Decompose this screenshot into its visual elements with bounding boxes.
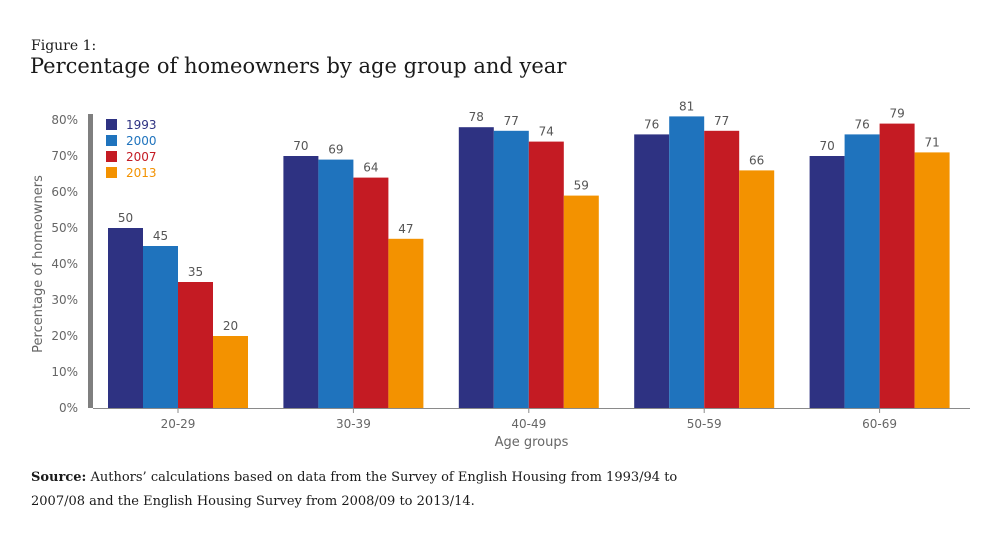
x-axis-title: Age groups [495,435,569,450]
y-tick-label: 30% [51,293,78,307]
source-note: Source: Authors’ calculations based on d… [31,466,731,514]
y-tick-label: 40% [51,257,78,271]
x-tick-label: 40-49 [511,417,546,431]
data-label: 59 [574,179,589,193]
bar [634,134,670,408]
bar-chart: 0% 10% 20% 30% 40% 50% 60% 70% 80% Percentage of … [31,99,970,450]
bar [143,246,178,408]
bar [739,170,775,408]
data-label: 76 [854,117,869,131]
source-text-line1: Authors’ calculations based on data from… [86,470,678,485]
bar [879,123,915,408]
legend-swatch [106,119,117,130]
bar [318,159,354,408]
bar [283,156,319,408]
data-label: 50 [118,211,133,225]
data-label: 20 [223,319,238,333]
y-tick-label: 70% [51,149,78,163]
bar [353,177,389,408]
x-tick-label: 30-39 [336,417,371,431]
legend-swatch [106,151,117,162]
bar [213,336,248,408]
y-axis-line [88,114,93,408]
data-label: 79 [889,107,904,121]
x-tick-label: 50-59 [687,417,722,431]
y-tick-label: 20% [51,329,78,343]
bar [914,152,950,408]
data-label: 66 [749,153,764,167]
data-label: 47 [398,222,413,236]
legend-label: 2013 [126,166,157,180]
bar [669,116,705,409]
bar [108,228,143,408]
data-label: 76 [644,117,659,131]
bar [844,134,880,408]
bar [178,282,213,408]
y-axis-title: Percentage of homeowners [31,175,46,353]
data-label: 35 [188,265,203,279]
data-label: 77 [504,114,519,128]
source-text-line2: 2007/08 and the English Housing Survey f… [31,494,475,509]
data-label: 64 [363,161,378,175]
y-tick-label: 80% [51,113,78,127]
bar [563,195,599,408]
data-label: 70 [293,139,308,153]
bar [704,130,740,409]
data-label: 69 [328,143,343,157]
bar [458,127,494,408]
y-tick-label: 10% [51,365,78,379]
bar [493,130,529,409]
figure-label: Figure 1: [31,38,97,54]
bar [388,238,424,408]
source-label: Source: [31,470,87,485]
y-tick-label: 50% [51,221,78,235]
x-tick-label: 60-69 [862,417,897,431]
data-label: 45 [153,229,168,243]
legend-swatch [106,167,117,178]
data-label: 71 [924,135,939,149]
data-label: 78 [469,110,484,124]
y-tick-label: 60% [51,185,78,199]
data-label: 81 [679,99,694,113]
data-label: 74 [539,125,554,139]
data-label: 77 [714,114,729,128]
legend-label: 1993 [126,118,157,132]
bar [809,156,845,408]
data-label: 70 [819,139,834,153]
x-tick-label: 20-29 [161,417,196,431]
chart-title: Percentage of homeowners by age group an… [30,54,567,78]
legend-label: 2007 [126,150,157,164]
legend-label: 2000 [126,134,157,148]
legend-swatch [106,135,117,146]
bar [528,141,564,408]
y-tick-label: 0% [59,401,78,415]
